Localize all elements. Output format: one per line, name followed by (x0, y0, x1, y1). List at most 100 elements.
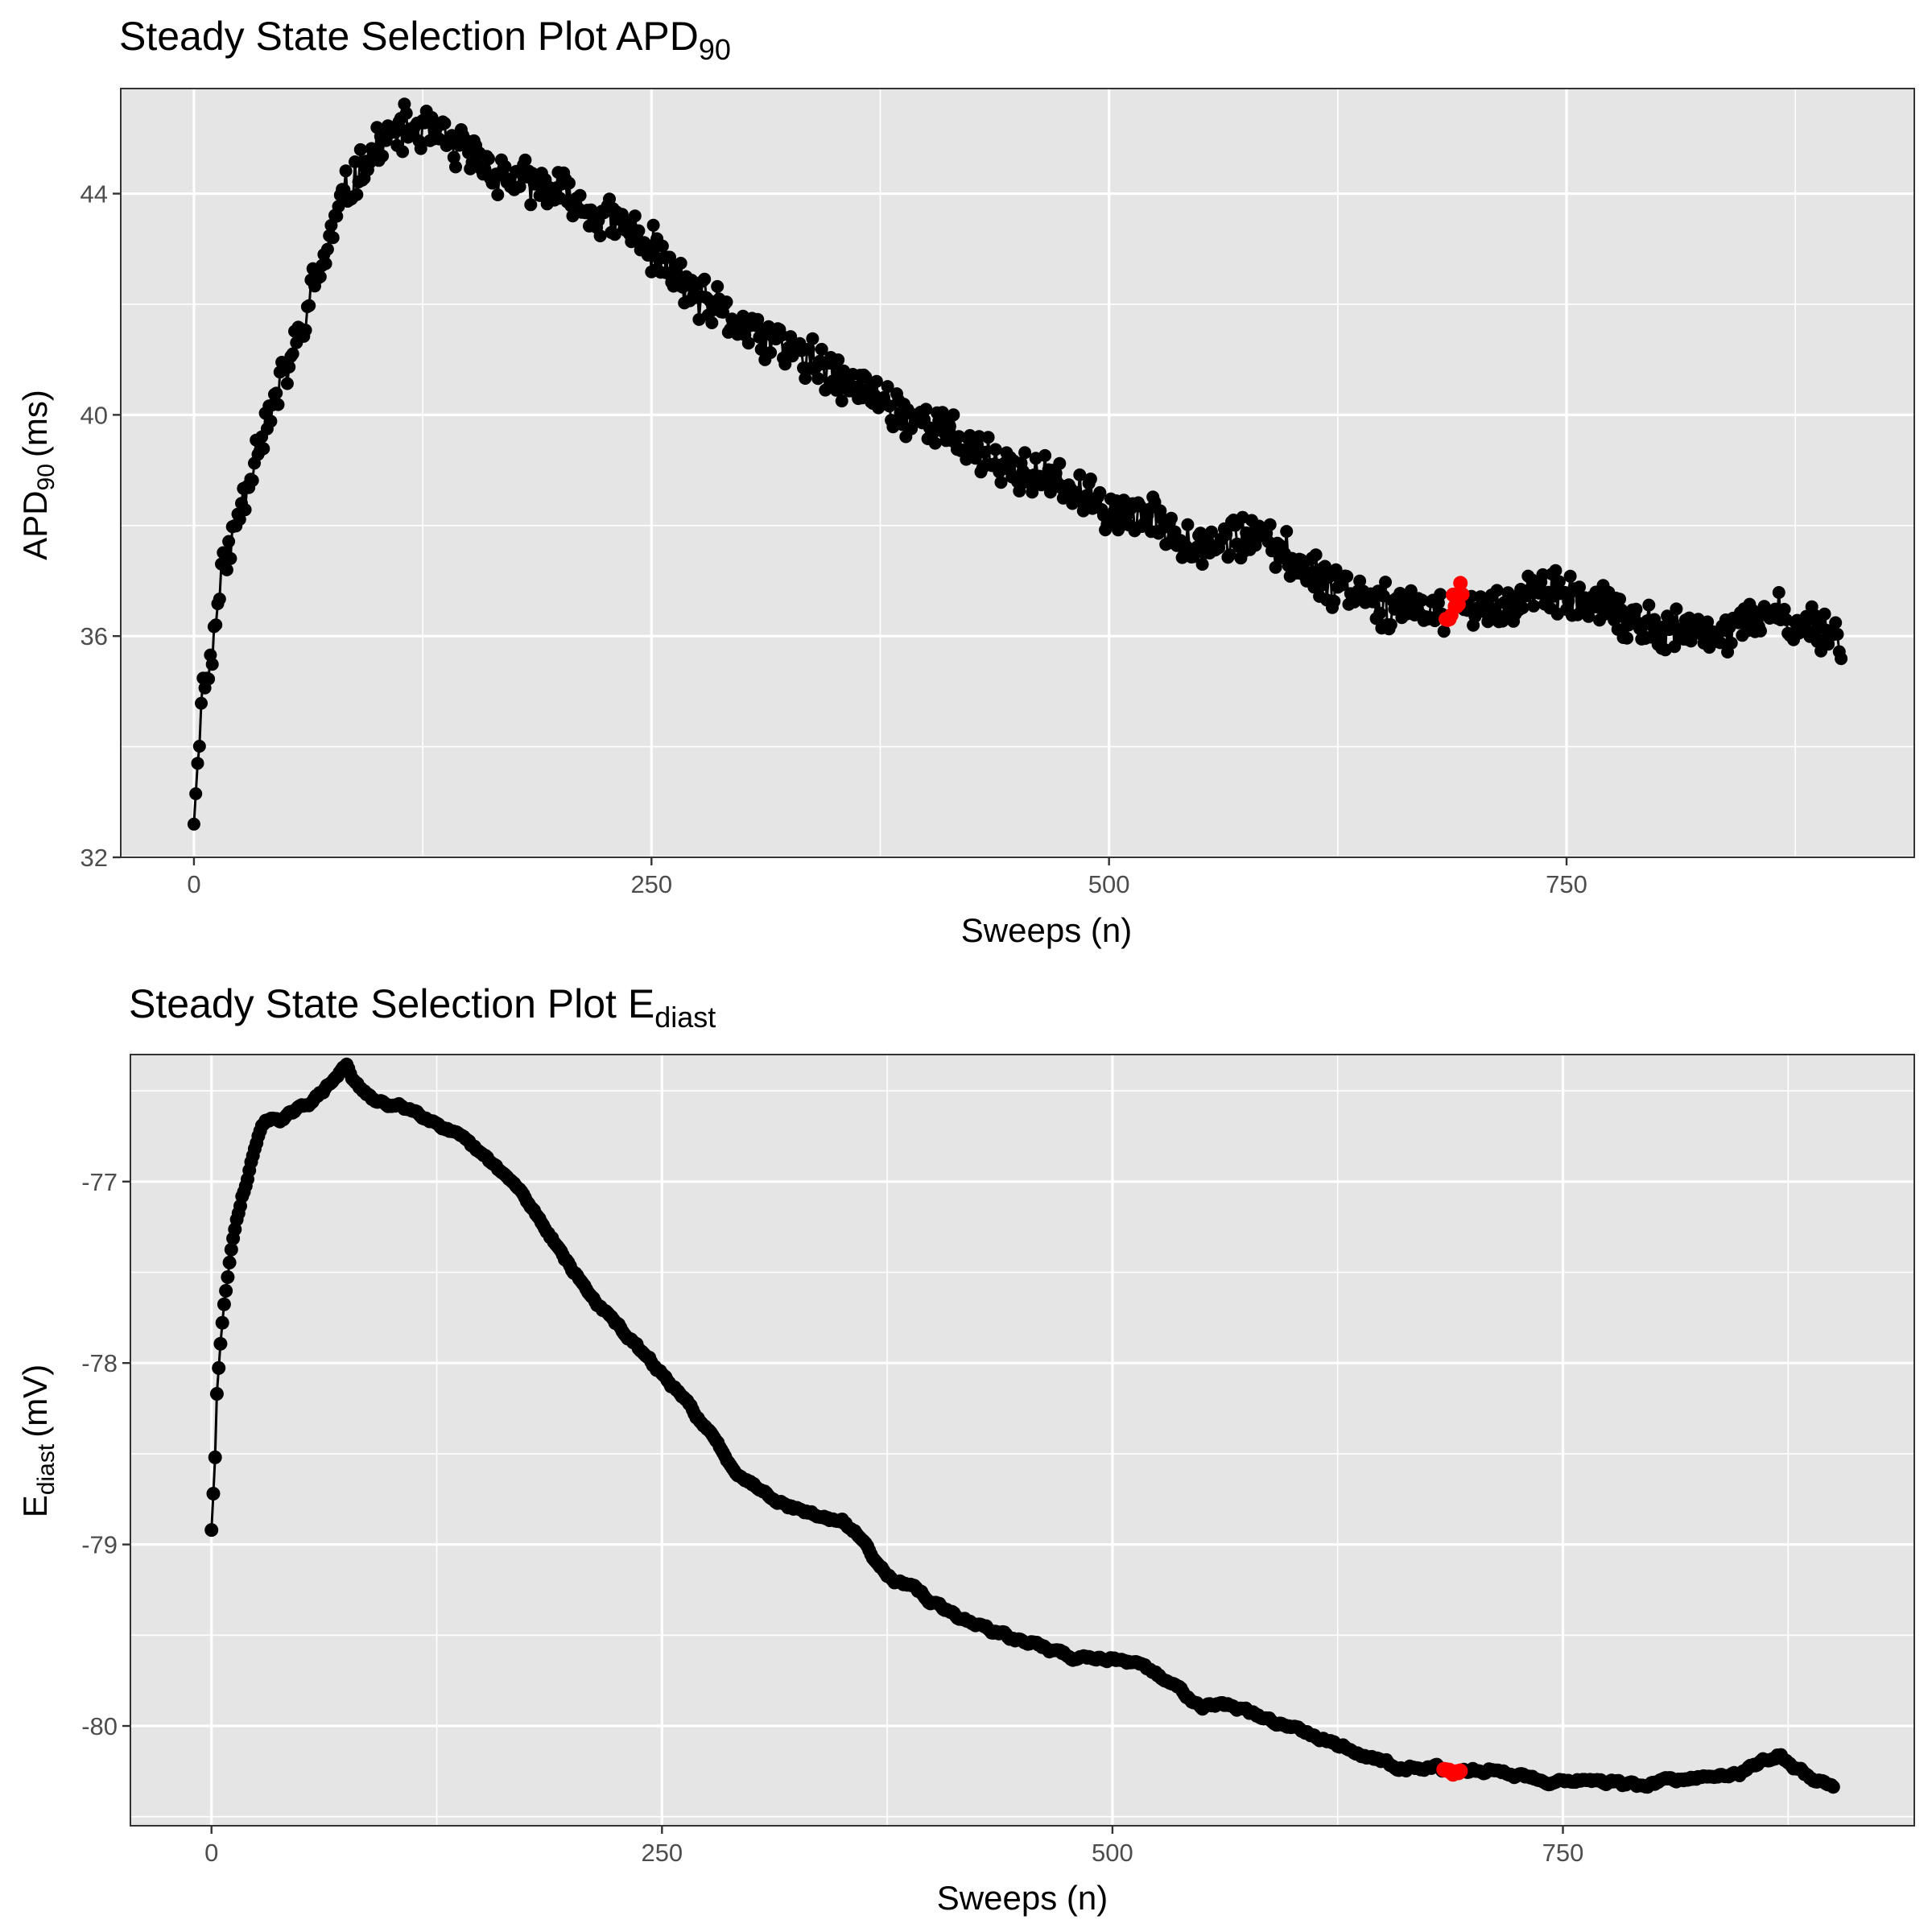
data-point (212, 1360, 226, 1375)
data-point (1754, 624, 1767, 638)
data-point (1073, 468, 1087, 481)
y-tick-label: -77 (81, 1168, 118, 1196)
y-tick-label: 44 (80, 180, 108, 208)
data-point (1181, 518, 1195, 531)
data-point (628, 209, 642, 223)
data-point (1668, 640, 1682, 654)
chart-title: Steady State Selection Plot Ediast (129, 981, 716, 1034)
data-point (195, 696, 208, 710)
y-axis-title: Ediast(mV) (16, 1364, 60, 1517)
data-point (1353, 574, 1367, 588)
data-point (815, 342, 828, 356)
data-point (1777, 602, 1791, 616)
data-point (981, 431, 995, 444)
data-point (350, 188, 364, 201)
data-point (698, 272, 712, 286)
data-point (1340, 570, 1354, 583)
data-point (1093, 485, 1107, 499)
data-point (1835, 652, 1848, 666)
data-point (264, 415, 278, 428)
data-point (389, 126, 402, 139)
data-point (478, 163, 492, 176)
data-point (213, 592, 226, 606)
data-point (674, 257, 687, 270)
data-point (209, 1387, 224, 1401)
data-point (399, 106, 413, 120)
data-point (881, 380, 894, 394)
data-point (655, 239, 669, 253)
data-point (217, 1297, 231, 1311)
data-point (835, 394, 848, 408)
data-point (326, 231, 340, 245)
data-point (1563, 569, 1577, 583)
data-point (869, 374, 883, 388)
gridlines (130, 1055, 1914, 1826)
data-point (438, 117, 452, 130)
data-point (1831, 627, 1844, 641)
data-point (339, 164, 353, 178)
data-point (1013, 485, 1026, 497)
data-point (711, 279, 724, 293)
data-point (705, 316, 719, 329)
data-point (829, 383, 843, 397)
data-point (1648, 613, 1662, 626)
data-point (221, 1270, 235, 1284)
data-point (202, 672, 216, 686)
y-tick-label: 36 (80, 622, 108, 650)
data-point (1049, 466, 1063, 480)
data-point (257, 442, 270, 456)
selected-data-point (1452, 1763, 1468, 1779)
data-point (204, 1523, 219, 1538)
selected-data-point (1455, 587, 1470, 602)
gridlines (121, 89, 1914, 859)
data-point (784, 330, 798, 344)
x-tick-label: 500 (1092, 1839, 1133, 1867)
data-point (1714, 636, 1727, 650)
data-point (222, 1255, 237, 1269)
data-point (209, 618, 223, 632)
data-point (1018, 446, 1032, 460)
data-point (751, 312, 765, 326)
data-point (632, 224, 646, 237)
data-point (319, 257, 332, 270)
y-tick-label: -78 (81, 1349, 118, 1377)
data-point (1084, 473, 1097, 485)
data-point (1684, 634, 1698, 648)
data-point (989, 443, 1002, 456)
data-point (482, 152, 495, 166)
data-point (1613, 592, 1626, 606)
data-point (1373, 606, 1387, 620)
data-point (513, 180, 526, 193)
data-point (994, 476, 1008, 489)
data-point (849, 380, 863, 394)
data-point (1549, 564, 1563, 577)
x-tick-label: 250 (630, 870, 672, 898)
data-point (414, 142, 427, 155)
data-point (1379, 576, 1392, 589)
data-point (1043, 485, 1057, 499)
data-point (1053, 456, 1067, 470)
data-point (299, 324, 312, 337)
data-point (215, 1315, 229, 1330)
axis-ticks: 0 250 500 750 32 36 40 44 (80, 180, 1587, 898)
data-point (802, 342, 815, 356)
data-point (396, 145, 410, 159)
data-point (449, 160, 462, 174)
data-point (447, 151, 460, 164)
data-point (220, 563, 233, 576)
data-point (919, 402, 933, 416)
data-point (1263, 518, 1277, 531)
x-tick-label: 250 (641, 1839, 683, 1867)
data-point (603, 192, 616, 206)
data-point (1437, 625, 1451, 638)
data-point (524, 198, 538, 212)
data-point (1527, 599, 1541, 613)
data-point (1724, 636, 1738, 650)
data-point (659, 266, 673, 279)
x-axis-title: Sweeps (n) (961, 911, 1132, 949)
plot-panel-border (120, 88, 1915, 858)
data-point (313, 270, 327, 283)
data-point (246, 473, 259, 487)
data-point (498, 159, 512, 173)
